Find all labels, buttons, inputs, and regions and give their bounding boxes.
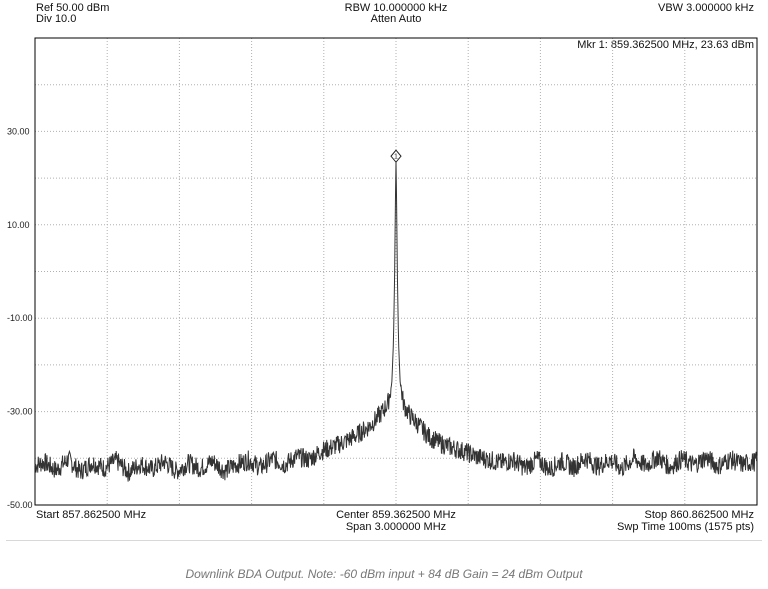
marker-number: 1: [394, 154, 398, 161]
divider-line: [6, 540, 762, 541]
stop-freq-label: Stop 860.862500 MHz: [644, 509, 754, 521]
y-tick-label: 10.00: [7, 220, 30, 230]
center-freq-label: Center 859.362500 MHz: [336, 509, 456, 521]
marker-readout: Mkr 1: 859.362500 MHz, 23.63 dBm: [577, 39, 754, 51]
y-tick-labels: 30.00 10.00 -10.00 -30.00 -50.00: [7, 126, 33, 510]
rbw-label: RBW 10.000000 kHz: [344, 2, 448, 14]
y-tick-label: -10.00: [7, 313, 33, 323]
marker-diamond-icon: [390, 149, 402, 163]
marker-1: 1: [390, 149, 402, 163]
plot-frame: [34, 37, 758, 506]
div-scale-label: Div 10.0: [36, 13, 77, 25]
y-tick-label: -50.00: [7, 500, 33, 510]
start-freq-label: Start 857.862500 MHz: [36, 509, 147, 521]
atten-label: Atten Auto: [370, 13, 422, 25]
vbw-label: VBW 3.000000 kHz: [658, 2, 754, 14]
ref-level-label: Ref 50.00 dBm: [36, 2, 110, 14]
y-tick-label: 30.00: [7, 126, 30, 136]
spectrum-plot: 30.00 10.00 -10.00 -30.00 -50.00 1: [7, 37, 758, 510]
y-tick-label: -30.00: [7, 407, 33, 417]
figure-caption: Downlink BDA Output. Note: -60 dBm input…: [185, 567, 583, 581]
span-label: Span 3.000000 MHz: [345, 521, 447, 533]
grid: [35, 38, 757, 505]
sweep-time-label: Swp Time 100ms (1575 pts): [617, 521, 754, 533]
